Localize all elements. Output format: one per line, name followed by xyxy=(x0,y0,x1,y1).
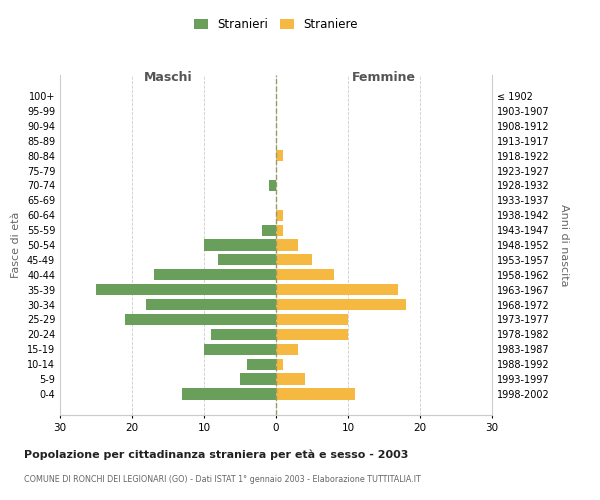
Text: Maschi: Maschi xyxy=(143,71,193,84)
Legend: Stranieri, Straniere: Stranieri, Straniere xyxy=(189,14,363,36)
Bar xyxy=(276,224,283,235)
Bar xyxy=(276,329,348,340)
Bar xyxy=(276,388,355,400)
Bar xyxy=(276,314,348,325)
Bar xyxy=(276,254,312,266)
Bar xyxy=(269,180,276,191)
Text: Femmine: Femmine xyxy=(352,71,416,84)
Bar xyxy=(247,358,276,370)
Bar xyxy=(125,314,276,325)
Bar xyxy=(96,284,276,296)
Bar xyxy=(276,240,298,250)
Bar xyxy=(276,374,305,384)
Bar xyxy=(204,240,276,250)
Text: COMUNE DI RONCHI DEI LEGIONARI (GO) - Dati ISTAT 1° gennaio 2003 - Elaborazione : COMUNE DI RONCHI DEI LEGIONARI (GO) - Da… xyxy=(24,475,421,484)
Bar xyxy=(276,284,398,296)
Bar xyxy=(276,210,283,221)
Bar xyxy=(218,254,276,266)
Bar xyxy=(146,299,276,310)
Bar xyxy=(204,344,276,355)
Bar xyxy=(276,358,283,370)
Bar xyxy=(262,224,276,235)
Bar xyxy=(276,344,298,355)
Bar xyxy=(276,299,406,310)
Text: Popolazione per cittadinanza straniera per età e sesso - 2003: Popolazione per cittadinanza straniera p… xyxy=(24,450,409,460)
Bar xyxy=(182,388,276,400)
Bar xyxy=(276,150,283,161)
Bar xyxy=(240,374,276,384)
Bar xyxy=(276,269,334,280)
Bar xyxy=(211,329,276,340)
Y-axis label: Anni di nascita: Anni di nascita xyxy=(559,204,569,286)
Bar xyxy=(154,269,276,280)
Y-axis label: Fasce di età: Fasce di età xyxy=(11,212,21,278)
